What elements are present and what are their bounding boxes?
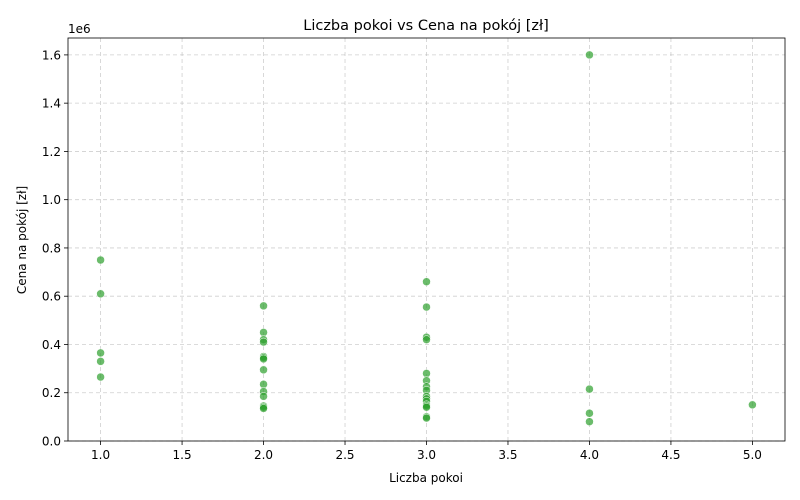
x-tick-label: 2.0 <box>254 448 273 462</box>
y-axis-offset-label: 1e6 <box>68 22 91 36</box>
y-tick-label: 0.0 <box>42 435 61 449</box>
x-tick-label: 4.5 <box>661 448 680 462</box>
x-tick-label: 2.5 <box>335 448 354 462</box>
y-tick-label: 1.2 <box>42 145 61 159</box>
y-tick-label: 1.0 <box>42 193 61 207</box>
x-axis-ticks: 1.0 1.5 2.0 2.5 3.0 3.5 4.0 4.5 5.0 <box>91 441 762 462</box>
x-tick-label: 1.0 <box>91 448 110 462</box>
data-point <box>96 255 105 265</box>
data-point <box>96 357 105 366</box>
data-point <box>96 289 105 299</box>
data-point <box>748 400 757 410</box>
grid <box>68 38 785 442</box>
data-point <box>585 384 594 394</box>
data-points <box>96 50 757 426</box>
data-point <box>259 392 268 401</box>
x-tick-label: 3.0 <box>417 448 436 462</box>
y-tick-label: 0.4 <box>42 338 61 352</box>
data-point <box>259 365 268 375</box>
y-tick-label: 1.4 <box>42 97 61 111</box>
data-point <box>585 408 594 418</box>
data-point <box>259 354 268 364</box>
data-point <box>422 302 431 312</box>
data-point <box>96 348 105 358</box>
y-axis-ticks: 0.0 0.2 0.4 0.6 0.8 1.0 1.2 1.4 1.6 <box>42 48 68 449</box>
x-tick-label: 1.5 <box>173 448 192 462</box>
x-tick-label: 5.0 <box>743 448 762 462</box>
data-point <box>259 380 268 389</box>
data-point <box>422 277 431 286</box>
x-tick-label: 4.0 <box>580 448 599 462</box>
data-point <box>422 369 431 378</box>
data-point <box>259 404 268 413</box>
data-point <box>96 372 105 382</box>
data-point <box>422 413 431 423</box>
data-point <box>422 335 431 344</box>
data-point <box>259 328 268 337</box>
x-tick-label: 3.5 <box>498 448 517 462</box>
chart-title: Liczba pokoi vs Cena na pokój [zł] <box>303 18 549 34</box>
y-tick-label: 1.6 <box>42 48 61 62</box>
data-point <box>259 301 268 311</box>
data-point <box>585 50 594 60</box>
y-axis-label: Cena na pokój [zł] <box>15 186 29 294</box>
x-axis-label: Liczba pokoi <box>389 471 463 485</box>
y-tick-label: 0.6 <box>42 290 61 304</box>
data-point <box>422 402 431 412</box>
y-tick-label: 0.8 <box>42 241 61 255</box>
data-point <box>585 417 594 426</box>
y-tick-label: 0.2 <box>42 386 61 400</box>
data-point <box>259 337 268 347</box>
